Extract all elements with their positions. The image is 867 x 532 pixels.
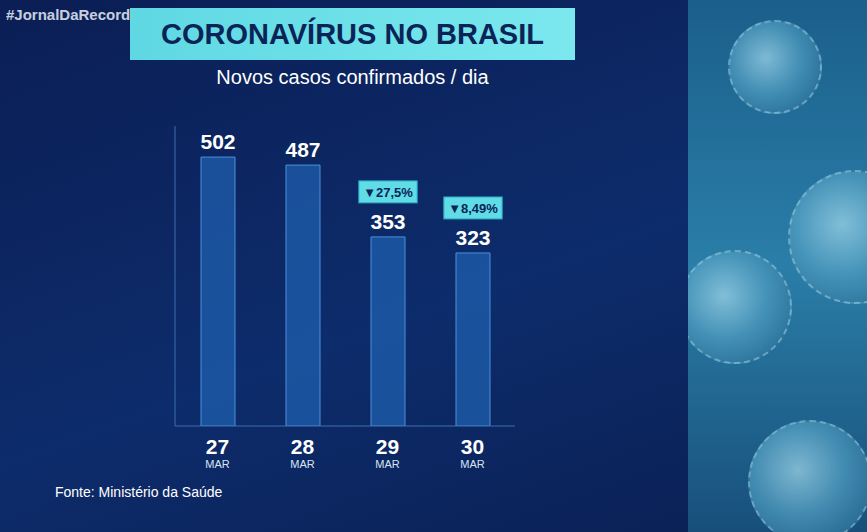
html-text:Fonte: Ministério da Saúde: Fonte: Ministério da Saúde — [55, 484, 223, 500]
svg-text:▼8,49%: ▼8,49% — [448, 201, 498, 216]
svg-text:MAR: MAR — [290, 458, 315, 470]
html-text:#JornalDaRecord: #JornalDaRecord — [6, 6, 131, 23]
svg-text:MAR: MAR — [460, 458, 485, 470]
svg-text:502: 502 — [200, 130, 235, 153]
svg-text:323: 323 — [455, 226, 490, 249]
svg-text:27: 27 — [206, 435, 229, 458]
svg-text:487: 487 — [285, 138, 320, 161]
html-text:Novos casos confirmados / dia: Novos casos confirmados / dia — [216, 66, 489, 88]
svg-text:30: 30 — [461, 435, 484, 458]
html-text:CORONAVÍRUS NO BRASIL: CORONAVÍRUS NO BRASIL — [161, 17, 544, 50]
svg-text:353: 353 — [370, 210, 405, 233]
svg-text:▼27,5%: ▼27,5% — [363, 185, 413, 200]
svg-text:29: 29 — [376, 435, 399, 458]
svg-text:MAR: MAR — [205, 458, 230, 470]
svg-text:28: 28 — [291, 435, 315, 458]
svg-text:MAR: MAR — [375, 458, 400, 470]
